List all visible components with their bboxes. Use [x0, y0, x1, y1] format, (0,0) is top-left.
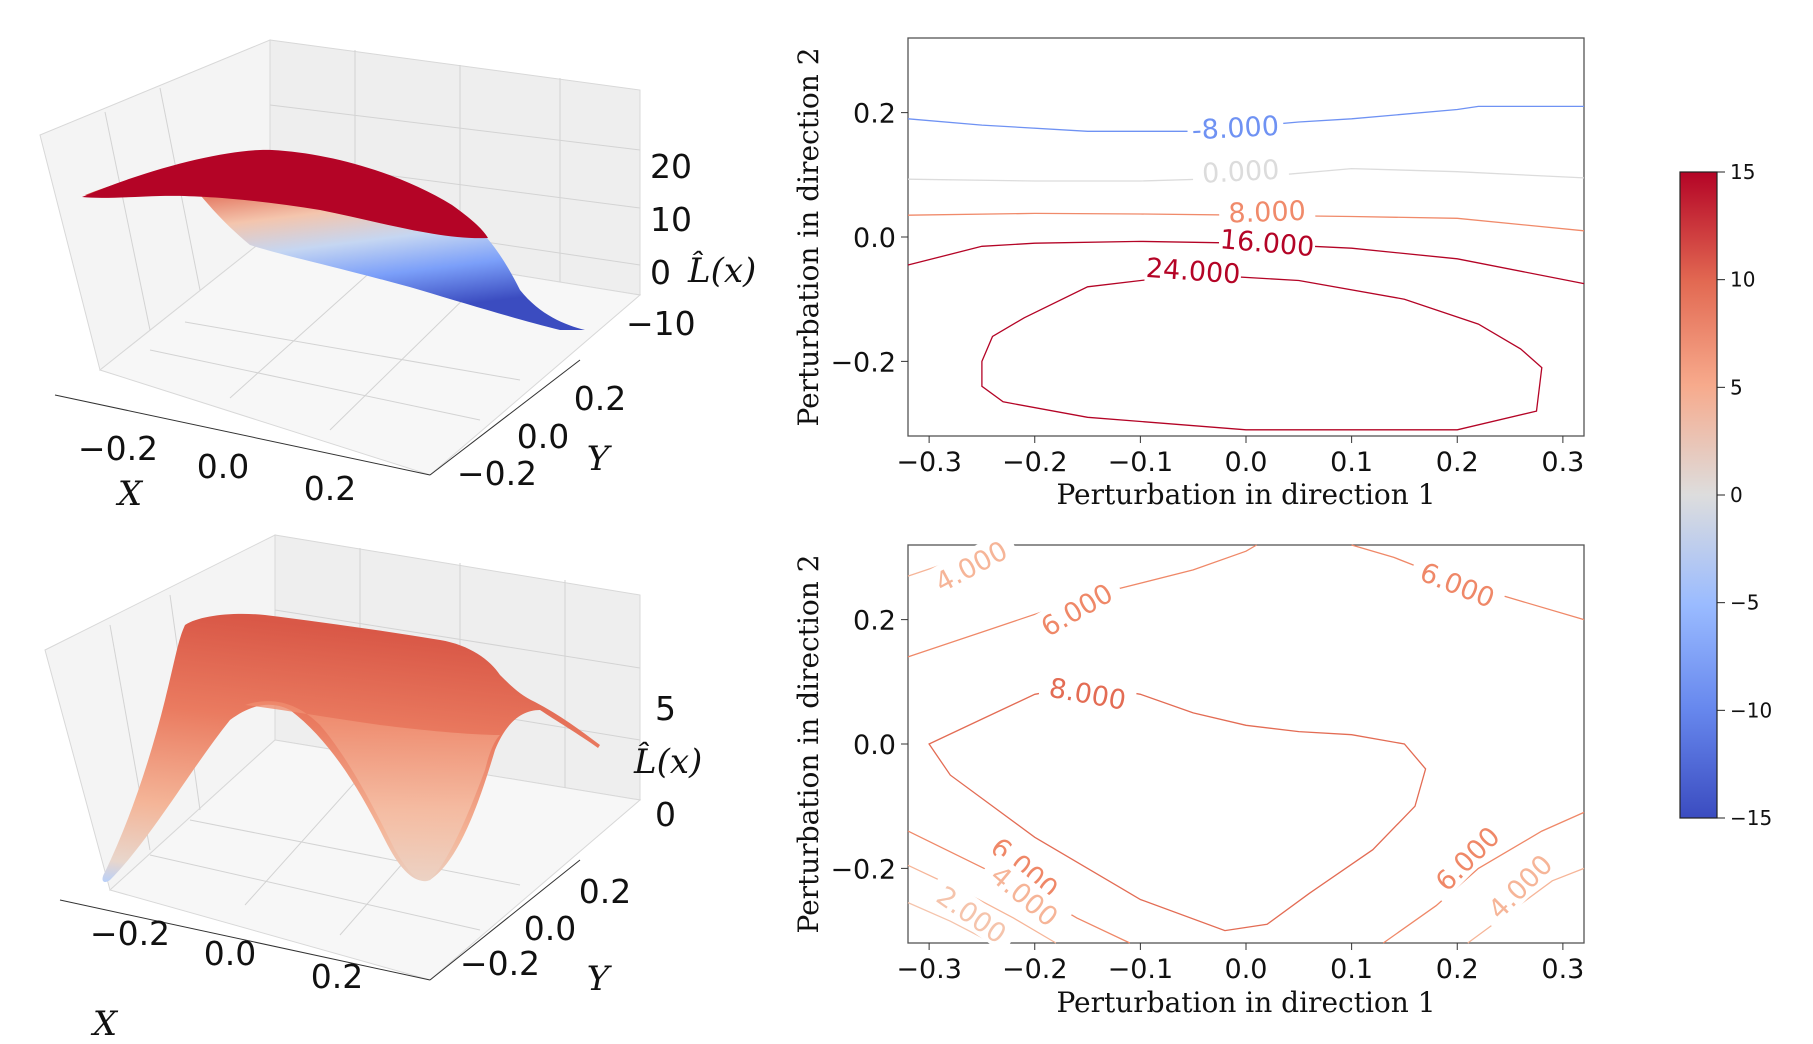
z-tick-label: 10 [650, 200, 692, 239]
colorbar-tick-label: 10 [1730, 268, 1755, 292]
contour-label-bg [921, 529, 1020, 601]
x-axis-label: Perturbation in direction 1 [1056, 478, 1435, 511]
z-tick-label: 0 [655, 795, 676, 834]
contour-label: 24.000 [1145, 253, 1241, 291]
y-axis-label: Perturbation in direction 2 [792, 554, 825, 933]
z-tick-label: 5 [655, 689, 676, 728]
y-ticks: 0.2 0.0 −0.2 [830, 606, 908, 885]
x-tick-label: 0.2 [1436, 954, 1479, 985]
x-tick-label: 0.3 [1541, 447, 1584, 478]
colorbar-tick-label: 0 [1730, 483, 1743, 507]
y-tick-label: 0.0 [853, 223, 896, 254]
contour-label: -8.000 [1191, 111, 1280, 147]
x-axis-line [59, 899, 431, 981]
x-tick-label: 0.1 [1330, 447, 1373, 478]
x-tick-label: −0.1 [1108, 954, 1174, 985]
contour-line [1467, 867, 1585, 944]
z-tick-label: −10 [626, 304, 696, 343]
y-ticks: 0.2 0.0 −0.2 [830, 99, 908, 378]
y-tick-label: −0.2 [457, 454, 537, 493]
x-tick-label: 0.2 [1436, 447, 1479, 478]
x-ticks: −0.3 −0.2 −0.1 0.0 0.1 0.2 0.3 [896, 436, 1584, 478]
y-tick-label: 0.0 [517, 417, 569, 456]
contour-label-bg [924, 873, 1021, 954]
y-axis-label: Y [587, 439, 613, 479]
y-tick-label: 0.0 [524, 909, 576, 948]
contour-line [981, 273, 1543, 431]
contour-label-bg [1407, 551, 1509, 616]
y-tick-label: 0.0 [853, 730, 896, 761]
x-tick-label: −0.2 [1002, 447, 1068, 478]
x-axis-label: X [90, 1004, 119, 1044]
z-axis-label: L̂(x) [687, 250, 756, 291]
y-tick-label: −0.2 [830, 854, 896, 885]
x-tick-label: 0.0 [197, 447, 249, 486]
colorbar: 15 10 5 0 −5 −10 −15 [1679, 160, 1772, 830]
x-tick-label: −0.2 [90, 914, 170, 953]
surface3d-top-left: −0.2 0.0 0.2 X −0.2 0.0 0.2 Y 20 10 0 −1… [39, 39, 756, 514]
contour-label: 0.000 [1201, 155, 1280, 190]
colorbar-tick-label: 15 [1730, 160, 1755, 184]
y-tick-label: 0.2 [853, 606, 896, 637]
x-axis-line [54, 394, 431, 476]
y-tick-label: −0.2 [460, 944, 540, 983]
x-tick-label: −0.2 [1002, 954, 1068, 985]
contour-label: 8.000 [1228, 196, 1306, 230]
colorbar-ticks: 15 10 5 0 −5 −10 −15 [1717, 160, 1772, 830]
y-axis-line [429, 359, 581, 476]
contour-label-bg [979, 852, 1072, 938]
x-tick-label: 0.0 [204, 934, 256, 973]
x-tick-label: −0.3 [896, 954, 962, 985]
colorbar-tick-label: −10 [1730, 698, 1772, 722]
z-tick-label: 20 [650, 147, 692, 186]
colorbar-tick-label: −15 [1730, 806, 1772, 830]
pane-floor [108, 739, 642, 981]
x-tick-label: −0.2 [78, 429, 158, 468]
contour-label-bg [1218, 222, 1317, 261]
contour-label-bg [1038, 669, 1138, 716]
contour-line [907, 864, 1057, 944]
z-tick-label: 0 [650, 253, 671, 292]
y-tick-label: 0.2 [574, 379, 626, 418]
y-tick-label: −0.2 [830, 347, 896, 378]
contour-label-bg [1186, 108, 1285, 144]
x-tick-label: 0.2 [311, 957, 363, 996]
x-axis-label: Perturbation in direction 1 [1056, 986, 1435, 1019]
y-tick-label: 0.2 [579, 872, 631, 911]
contour-line [907, 105, 1584, 132]
x-tick-label: −0.3 [896, 447, 962, 478]
x-tick-label: 0.2 [304, 469, 356, 508]
contour-label-bg [1144, 250, 1243, 288]
contour-line [1382, 811, 1585, 944]
x-ticks: −0.3 −0.2 −0.1 0.0 0.1 0.2 0.3 [896, 943, 1584, 985]
x-axis-label: X [115, 474, 144, 514]
contour-label-bg [1026, 571, 1126, 646]
surface3d-bottom-left: −0.2 0.0 0.2 X −0.2 0.0 0.2 Y 5 0 L̂(x) [44, 534, 702, 1044]
surface-bottom-left-front [245, 701, 500, 882]
contour-label-bg [979, 824, 1072, 910]
colorbar-tick-label: −5 [1730, 591, 1759, 615]
y-axis-line [429, 859, 581, 981]
x-tick-label: 0.1 [1330, 954, 1373, 985]
x-tick-label: 0.0 [1225, 954, 1268, 985]
contour-label-bg [1474, 841, 1564, 931]
y-axis-label: Perturbation in direction 2 [792, 47, 825, 426]
x-tick-label: 0.0 [1225, 447, 1268, 478]
contour-label-bg [1191, 152, 1290, 188]
y-tick-label: 0.2 [853, 99, 896, 130]
z-axis-label: L̂(x) [633, 741, 702, 782]
y-axis-label: Y [587, 959, 613, 999]
colorbar-gradient [1679, 171, 1718, 819]
x-tick-label: −0.1 [1108, 447, 1174, 478]
contour-line [907, 240, 1585, 285]
colorbar-tick-label: 5 [1730, 375, 1743, 399]
surface-top-left-crest [82, 149, 488, 239]
contour-label-bg [1421, 813, 1511, 903]
x-tick-label: 0.3 [1541, 954, 1584, 985]
contour-label-bg [1218, 193, 1316, 227]
